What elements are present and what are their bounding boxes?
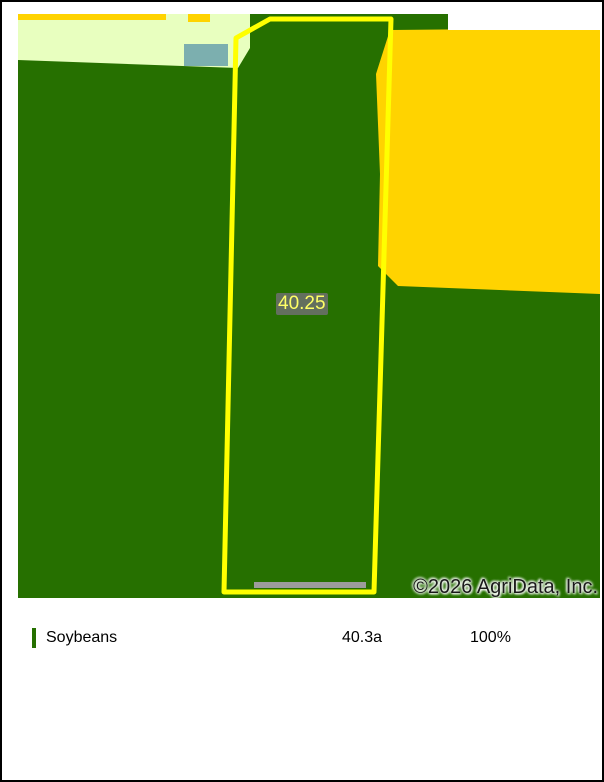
corn-strip <box>18 14 166 20</box>
soybean-strip-top <box>388 14 448 30</box>
corn-area <box>376 28 600 294</box>
crop-map-canvas <box>18 14 600 598</box>
field-acres-label: 40.25 <box>276 293 328 315</box>
corn-strip-small <box>188 14 210 22</box>
crop-map[interactable]: 40.25 ©2026 AgriData, Inc. <box>18 14 600 598</box>
soybeans-color-swatch <box>32 628 36 648</box>
road-segment <box>254 582 366 588</box>
copyright-notice: ©2026 AgriData, Inc. <box>413 576 598 598</box>
field-boundary[interactable] <box>221 16 394 595</box>
crop-legend: Soybeans 40.3a 100% <box>32 628 592 652</box>
no-data-area <box>448 14 600 30</box>
legend-crop-name: Soybeans <box>46 629 118 646</box>
legend-crop-acres: 40.3a <box>342 629 383 646</box>
wetlands-area <box>184 44 228 66</box>
legend-crop-percent: 100% <box>470 629 511 646</box>
legend-row-soybeans: Soybeans 40.3a 100% <box>32 628 592 650</box>
